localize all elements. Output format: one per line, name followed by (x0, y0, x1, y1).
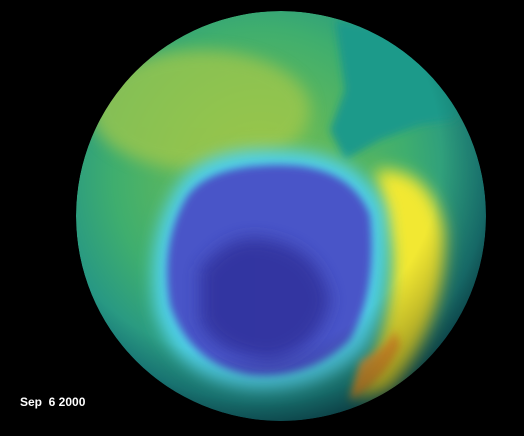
date-caption: Sep 6 2000 (20, 395, 86, 409)
globe-shade (76, 11, 486, 421)
globe (76, 11, 486, 421)
